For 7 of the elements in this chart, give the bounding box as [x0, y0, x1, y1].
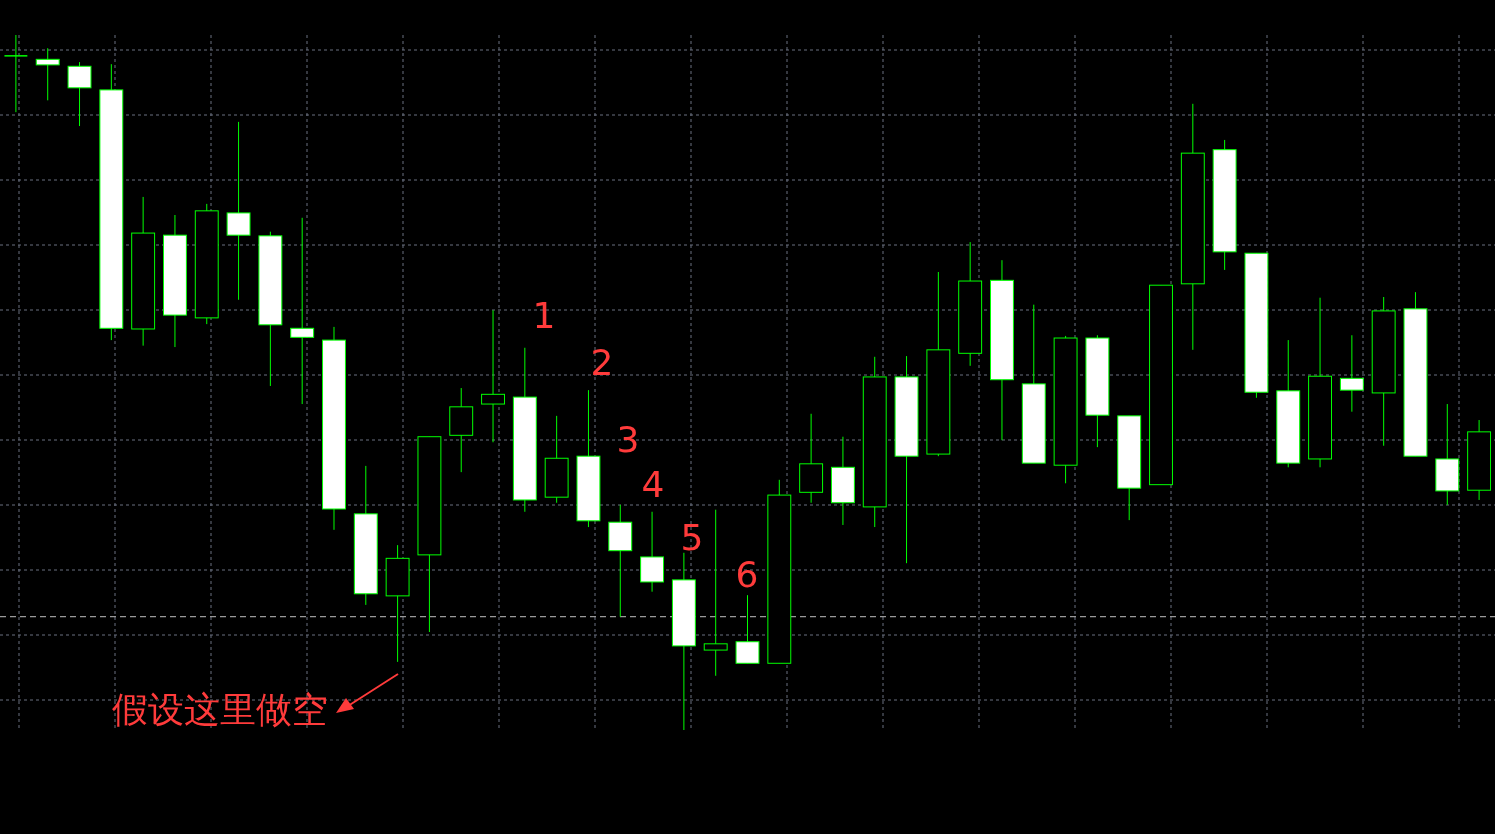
annotation: 3	[616, 419, 640, 460]
annotation: 2	[590, 342, 614, 383]
annotation: 5	[680, 517, 704, 558]
annotation: 1	[532, 295, 556, 336]
annotation: 6	[735, 554, 759, 595]
annotation: 假设这里做空	[112, 689, 328, 730]
annotation: 4	[641, 464, 665, 505]
